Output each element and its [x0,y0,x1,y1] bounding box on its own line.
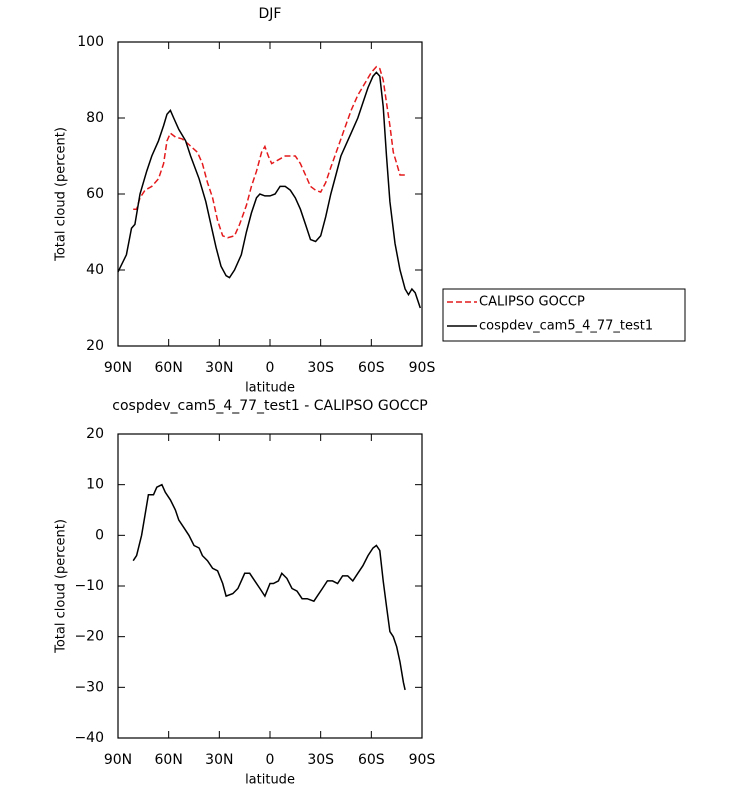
x-tick-label: 0 [266,360,275,376]
plot: DJF latitude Total cloud (percent) 20 40 60 80… [54,6,686,396]
y-tick-label: 10 [86,477,104,493]
y-tick-label: −10 [74,578,104,594]
x-tick-label: 90S [409,752,436,768]
y-tick-label: 80 [86,110,104,126]
y-axis-label: Total cloud (percent) [54,519,69,654]
plot: cospdev_cam5_4_77_test1 - CALIPSO GOCCP l… [54,398,436,788]
legend-label: CALIPSO GOCCP [479,295,585,310]
x-tick-label: 90N [104,752,132,768]
data-line [117,71,422,309]
x-tick-label: 90N [104,360,132,376]
y-axis-label: Total cloud (percent) [54,127,69,262]
y-tick-label: −30 [74,679,104,695]
x-tick-label: 0 [266,752,275,768]
y-tick-label: 0 [95,527,104,543]
chart-title: cospdev_cam5_4_77_test1 - CALIPSO GOCCP [112,398,427,414]
x-tick-label: 90S [409,360,436,376]
x-tick-label: 60N [155,360,183,376]
y-tick-label: 60 [86,186,104,202]
chart-title: DJF [259,6,282,22]
x-tick-label: 30S [307,752,334,768]
x-tick-label: 60S [358,752,385,768]
x-axis-label: latitude [245,773,295,788]
x-tick-label: 60S [358,360,385,376]
y-tick-label: 100 [77,34,104,50]
x-axis-label: latitude [245,381,295,396]
data-line [133,65,408,239]
y-tick-label: 20 [86,426,104,442]
plot-frame [117,41,423,347]
x-tick-label: 60N [155,752,183,768]
legend-label: cospdev_cam5_4_77_test1 [479,319,653,334]
x-tick-label: 30S [307,360,334,376]
y-tick-label: 20 [86,338,104,354]
y-tick-label: −40 [74,730,104,746]
x-tick-label: 30N [205,752,233,768]
legend-box [442,288,686,342]
plot-frame [117,433,423,739]
y-tick-label: −20 [74,629,104,645]
data-line [132,483,406,691]
x-tick-label: 30N [205,360,233,376]
y-tick-label: 40 [86,262,104,278]
